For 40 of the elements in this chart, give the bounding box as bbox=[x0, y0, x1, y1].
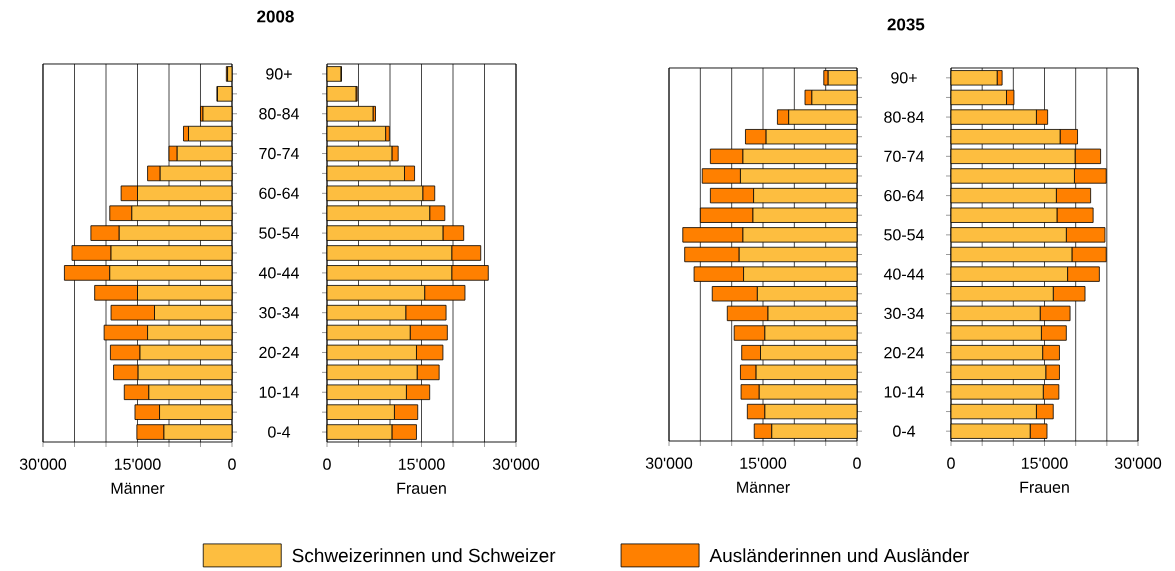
y-tick-label: 60-64 bbox=[259, 187, 299, 199]
y-tick-label: 20-24 bbox=[259, 346, 299, 359]
x-tick-label: 30'000 bbox=[1114, 457, 1162, 469]
y-tick-label: 30-34 bbox=[259, 307, 299, 319]
text: 2008 bbox=[257, 10, 294, 23]
x-axis-title: Männer bbox=[737, 481, 790, 493]
x-tick-label: 15'000 bbox=[398, 458, 445, 470]
y-tick-label: 90+ bbox=[266, 68, 292, 80]
x-tick-label: 30'000 bbox=[645, 457, 693, 469]
x-axis-title: Frauen bbox=[1020, 481, 1069, 493]
y-tick-label: 40-44 bbox=[883, 268, 924, 280]
legend-label: Ausländerinnen und Ausländer bbox=[709, 548, 969, 563]
y-tick-label: 50-54 bbox=[259, 227, 299, 239]
x-axis-title: Männer bbox=[111, 482, 165, 494]
x-tick-label: 30'000 bbox=[492, 458, 540, 470]
x-tick-label: 30'000 bbox=[19, 458, 67, 470]
y-tick-label: 80-84 bbox=[884, 111, 924, 123]
x-tick-label: 0 bbox=[853, 457, 861, 469]
text: 2035 bbox=[887, 18, 925, 31]
y-tick-label: 10-14 bbox=[259, 386, 299, 398]
y-tick-label: 50-54 bbox=[884, 229, 924, 241]
x-tick-label: 15'000 bbox=[114, 458, 161, 470]
y-tick-label: 80-84 bbox=[259, 108, 299, 120]
x-tick-label: 0 bbox=[947, 457, 955, 469]
x-tick-label: 15'000 bbox=[1021, 457, 1068, 469]
legend-label: Schweizerinnen und Schweizer bbox=[292, 548, 556, 563]
y-tick-label: 90+ bbox=[891, 72, 917, 84]
y-tick-label: 30-34 bbox=[884, 307, 924, 320]
y-tick-label: 60-64 bbox=[884, 189, 924, 202]
x-tick-label: 0 bbox=[323, 458, 331, 470]
y-tick-label: 0-4 bbox=[268, 426, 291, 438]
y-tick-label: 40-44 bbox=[258, 267, 299, 279]
y-tick-label: 0-4 bbox=[893, 425, 916, 437]
y-tick-label: 20-24 bbox=[884, 347, 924, 359]
y-tick-label: 70-74 bbox=[884, 150, 924, 162]
x-tick-label: 15'000 bbox=[740, 457, 787, 469]
y-tick-label: 10-14 bbox=[884, 386, 924, 398]
y-tick-label: 70-74 bbox=[259, 147, 299, 160]
x-tick-label: 0 bbox=[228, 458, 236, 470]
x-axis-title: Frauen bbox=[397, 482, 446, 494]
